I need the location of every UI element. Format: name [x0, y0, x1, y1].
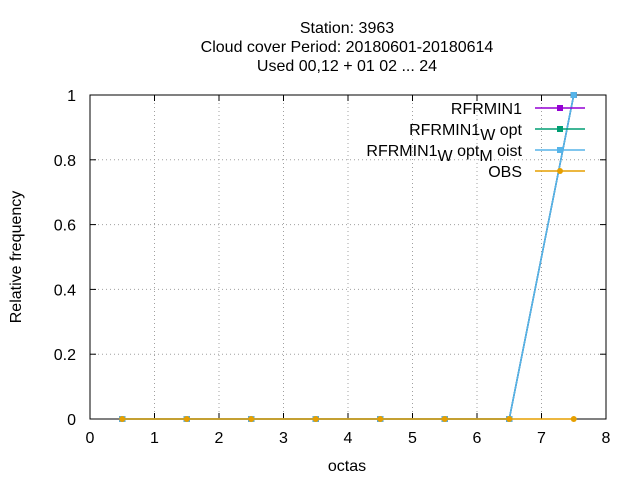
- x-tick-label: 7: [537, 430, 546, 447]
- legend-marker: [557, 126, 563, 132]
- x-tick-label: 5: [408, 430, 417, 447]
- legend-marker: [557, 168, 563, 174]
- legend-marker: [557, 147, 563, 153]
- x-tick-label: 2: [215, 430, 224, 447]
- x-tick-label: 1: [150, 430, 159, 447]
- legend-entry: RFRMIN1W opt: [409, 122, 585, 144]
- axes: 0 1 2 3 4 5 6 7 8 0 0.2 0.4 0.6 0.8 1: [54, 88, 611, 447]
- data-point: [248, 416, 255, 422]
- data-point: [183, 416, 190, 422]
- data-point: [506, 416, 513, 422]
- data-point: [312, 416, 319, 422]
- title-line-2: Cloud cover Period: 20180601-20180614: [201, 39, 494, 56]
- x-tick-label: 3: [279, 430, 288, 447]
- y-tick-label: 0.6: [54, 218, 76, 235]
- x-tick-label: 8: [602, 430, 611, 447]
- legend-marker: [557, 105, 563, 111]
- title-line-3: Used 00,12 + 01 02 ... 24: [257, 58, 437, 75]
- legend-label: RFRMIN1W opt: [409, 122, 522, 144]
- legend-entry: RFRMIN1: [451, 101, 585, 118]
- x-tick-label: 4: [344, 430, 353, 447]
- y-tick-label: 0.4: [54, 282, 76, 299]
- legend-entry: OBS: [488, 164, 585, 181]
- x-tick-label: 0: [86, 430, 95, 447]
- legend-label: OBS: [488, 164, 522, 181]
- title-line-1: Station: 3963: [300, 20, 394, 37]
- y-tick-label: 0: [67, 412, 76, 429]
- legend-label: RFRMIN1W optM oist: [366, 143, 522, 165]
- series-layer: [119, 92, 577, 422]
- legend-label: RFRMIN1: [451, 101, 522, 118]
- data-point: [570, 92, 577, 98]
- y-axis-label: Relative frequency: [8, 191, 25, 324]
- series-2: [119, 92, 577, 422]
- series-4: [119, 416, 577, 422]
- series-1: [119, 92, 577, 422]
- y-tick-label: 0.8: [54, 153, 76, 170]
- x-axis-label: octas: [328, 458, 366, 475]
- data-point: [441, 416, 448, 422]
- data-point: [377, 416, 384, 422]
- y-tick-label: 1: [67, 88, 76, 105]
- legend-entry: RFRMIN1W optM oist: [366, 143, 585, 165]
- grid: [90, 95, 606, 419]
- chart-title: Station: 3963 Cloud cover Period: 201806…: [201, 20, 494, 75]
- data-point: [119, 416, 126, 422]
- series-3: [119, 92, 577, 422]
- data-point: [570, 416, 577, 422]
- y-tick-label: 0.2: [54, 347, 76, 364]
- x-tick-label: 6: [473, 430, 482, 447]
